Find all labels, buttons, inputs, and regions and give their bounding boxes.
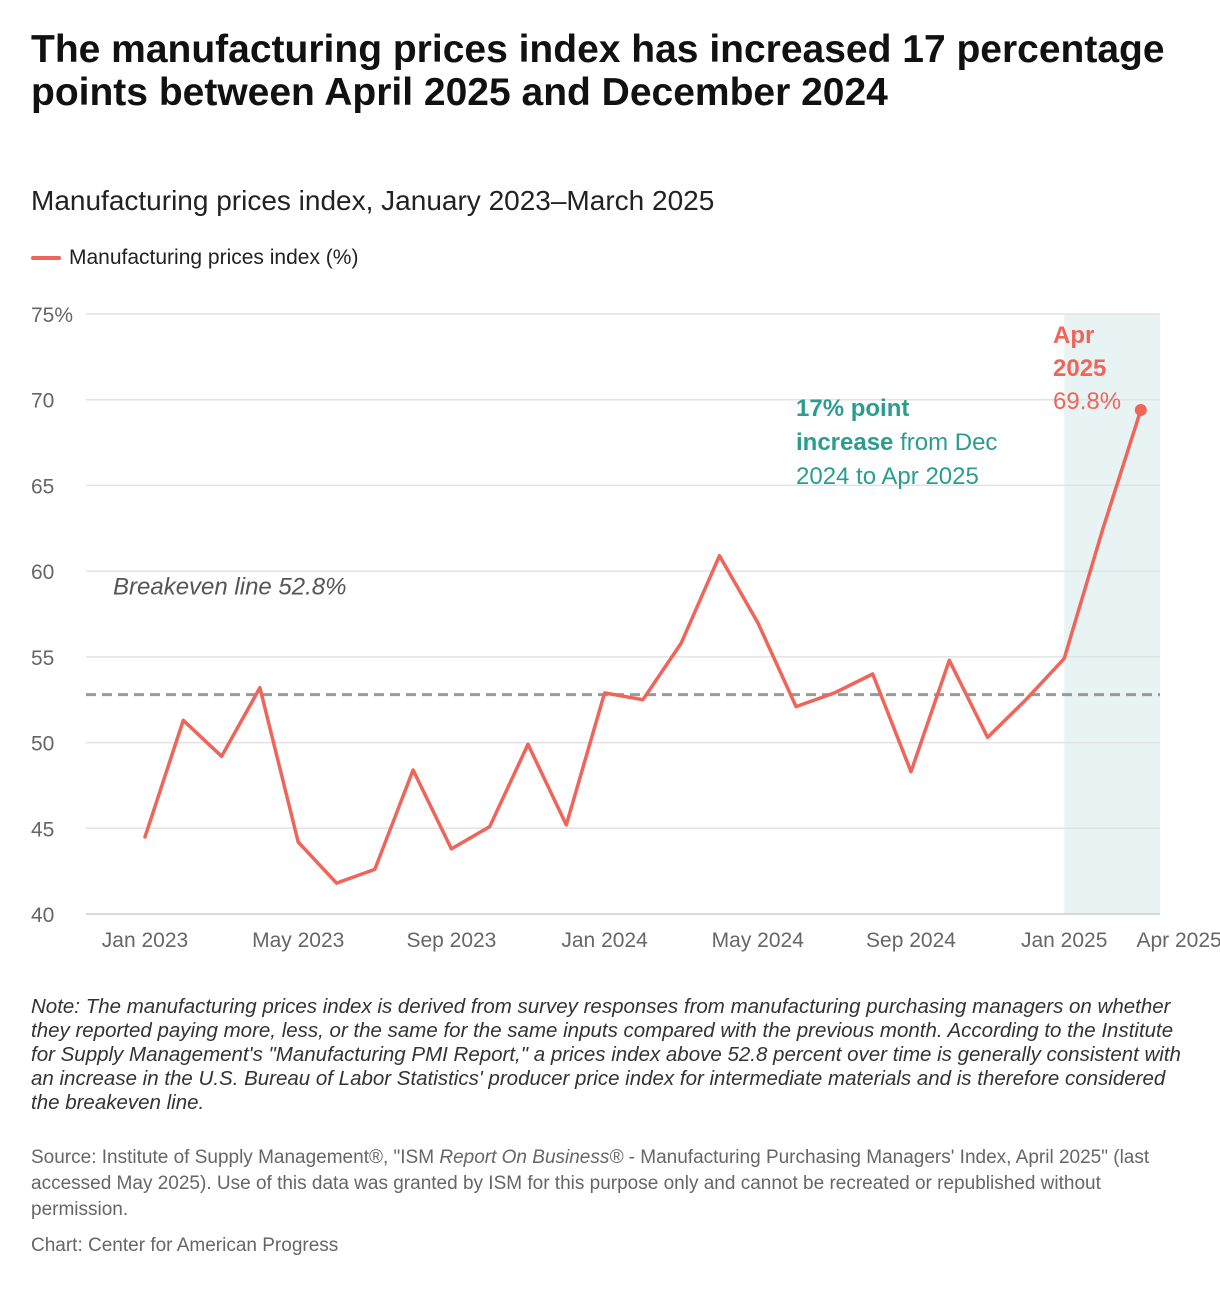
- callout-line: increase from Dec: [796, 429, 997, 456]
- x-tick-label: Sep 2023: [406, 929, 496, 952]
- data-point: [603, 691, 607, 695]
- y-tick-label: 50: [31, 733, 54, 756]
- chart-subtitle: Manufacturing prices index, January 2023…: [31, 185, 715, 216]
- chart-source: Source: Institute of Supply Management®,…: [31, 1145, 1196, 1223]
- legend: Manufacturing prices index (%): [31, 246, 358, 270]
- data-point: [526, 742, 530, 746]
- data-point: [411, 768, 415, 772]
- data-point: [220, 754, 224, 758]
- data-point: [909, 770, 913, 774]
- last-point-year: 2025: [1053, 355, 1106, 382]
- data-point: [794, 705, 798, 709]
- y-tick-label: 65: [31, 475, 54, 498]
- data-point: [756, 621, 760, 625]
- source-suffix: - Manufacturing Purchasing Managers' Ind…: [31, 1147, 1150, 1220]
- source-prefix: Source: Institute of Supply Management®,…: [31, 1147, 440, 1168]
- x-tick-label: Jan 2024: [561, 929, 648, 952]
- y-tick-label: 40: [31, 904, 54, 927]
- legend-line-swatch: [31, 256, 61, 260]
- y-tick-label: 70: [31, 390, 54, 413]
- x-tick-label: Sep 2024: [866, 929, 956, 952]
- data-point: [1062, 657, 1066, 661]
- callout-line: 17% point: [796, 395, 909, 422]
- data-point: [641, 698, 645, 702]
- data-point: [181, 718, 185, 722]
- breakeven-label: Breakeven line 52.8%: [113, 574, 346, 601]
- data-point: [564, 823, 568, 827]
- y-tick-label: 45: [31, 818, 54, 841]
- legend-label: Manufacturing prices index (%): [69, 246, 359, 269]
- callout-line: 2024 to Apr 2025: [796, 463, 979, 490]
- data-point: [679, 641, 683, 645]
- last-point-value: 69.8%: [1053, 388, 1121, 415]
- series-line: [143, 408, 1143, 885]
- chart-credit: Chart: Center for American Progress: [31, 1235, 339, 1256]
- chart-title: The manufacturing prices index has incre…: [31, 28, 1165, 114]
- x-tick-label: Jan 2025: [1021, 929, 1107, 952]
- line-chart: 40 45 50 55 60 65 70 75% Jan 2023 May 2023 Sep 202…: [31, 304, 1220, 952]
- data-point: [1101, 528, 1105, 532]
- source-italic: Report On Business®: [439, 1147, 624, 1168]
- data-point: [718, 554, 722, 558]
- data-point: [871, 672, 875, 676]
- y-tick-label: 55: [31, 647, 54, 670]
- data-point: [986, 735, 990, 739]
- data-point: [373, 867, 377, 871]
- last-point-month: Apr: [1053, 322, 1094, 349]
- y-tick-label: 60: [31, 561, 54, 584]
- data-point: [143, 835, 147, 839]
- chart-note: Note: The manufacturing prices index is …: [31, 995, 1181, 1114]
- x-tick-label: Apr 2025: [1136, 929, 1220, 952]
- data-point: [488, 825, 492, 829]
- y-tick-label: 75%: [31, 304, 73, 327]
- data-point: [832, 691, 836, 695]
- data-point: [449, 847, 453, 851]
- data-point: [296, 840, 300, 844]
- last-point-marker: [1134, 404, 1147, 416]
- data-point: [1024, 698, 1028, 702]
- x-tick-label: May 2024: [712, 929, 805, 952]
- x-tick-label: Jan 2023: [102, 929, 188, 952]
- x-tick-label: May 2023: [252, 929, 344, 952]
- data-point: [947, 658, 951, 662]
- data-point: [335, 881, 339, 885]
- data-point: [258, 686, 262, 690]
